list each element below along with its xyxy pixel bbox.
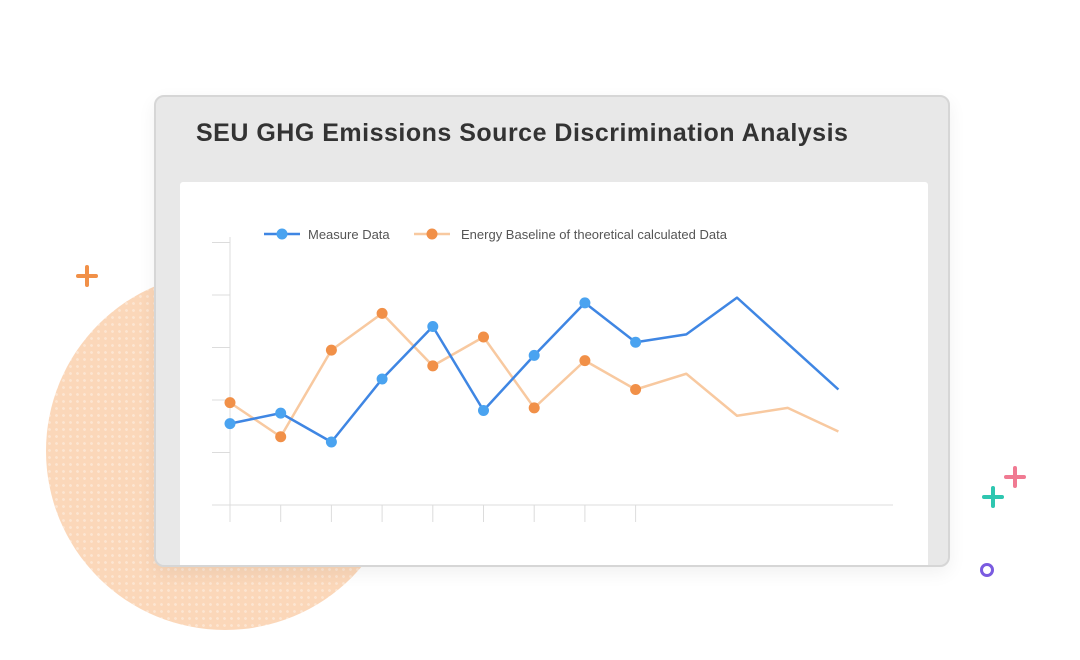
- data-point-measure: [579, 297, 591, 309]
- data-point-measure: [325, 436, 337, 448]
- data-point-baseline: [630, 384, 642, 395]
- teal-plus-icon: [982, 486, 1004, 508]
- chart-panel: Measure Data Energy Baseline of theoreti…: [180, 182, 928, 565]
- line-chart: Measure Data Energy Baseline of theoreti…: [212, 227, 893, 522]
- data-point-measure: [275, 407, 287, 419]
- data-point-baseline: [376, 307, 388, 319]
- data-point-measure: [224, 418, 236, 430]
- data-point-baseline: [579, 355, 591, 367]
- data-point-baseline: [478, 331, 489, 343]
- data-point-baseline: [275, 431, 287, 443]
- data-point-measure: [427, 321, 439, 332]
- chart-title: SEU GHG Emissions Source Discrimination …: [196, 119, 849, 147]
- data-point-baseline: [427, 360, 439, 372]
- legend-marker-baseline: [426, 228, 438, 240]
- data-point-measure: [528, 349, 540, 361]
- data-point-baseline: [325, 344, 337, 356]
- legend-label-measure: Measure Data: [308, 227, 390, 242]
- data-point-baseline: [224, 397, 236, 409]
- pink-plus-icon: [1004, 466, 1026, 488]
- chart-legend: Measure Data Energy Baseline of theoreti…: [264, 227, 728, 242]
- data-point-measure: [376, 373, 388, 385]
- chart-card: SEU GHG Emissions Source Discrimination …: [154, 95, 950, 567]
- series-line-baseline: [229, 312, 839, 438]
- data-point-baseline: [528, 402, 540, 414]
- legend-label-baseline: Energy Baseline of theoretical calculate…: [461, 227, 728, 242]
- orange-plus-icon: [76, 265, 98, 287]
- purple-circle-icon: [980, 563, 994, 577]
- data-point-measure: [630, 336, 642, 348]
- legend-marker-measure: [276, 228, 288, 240]
- data-point-measure: [478, 405, 489, 416]
- series-line-measure: [229, 296, 840, 444]
